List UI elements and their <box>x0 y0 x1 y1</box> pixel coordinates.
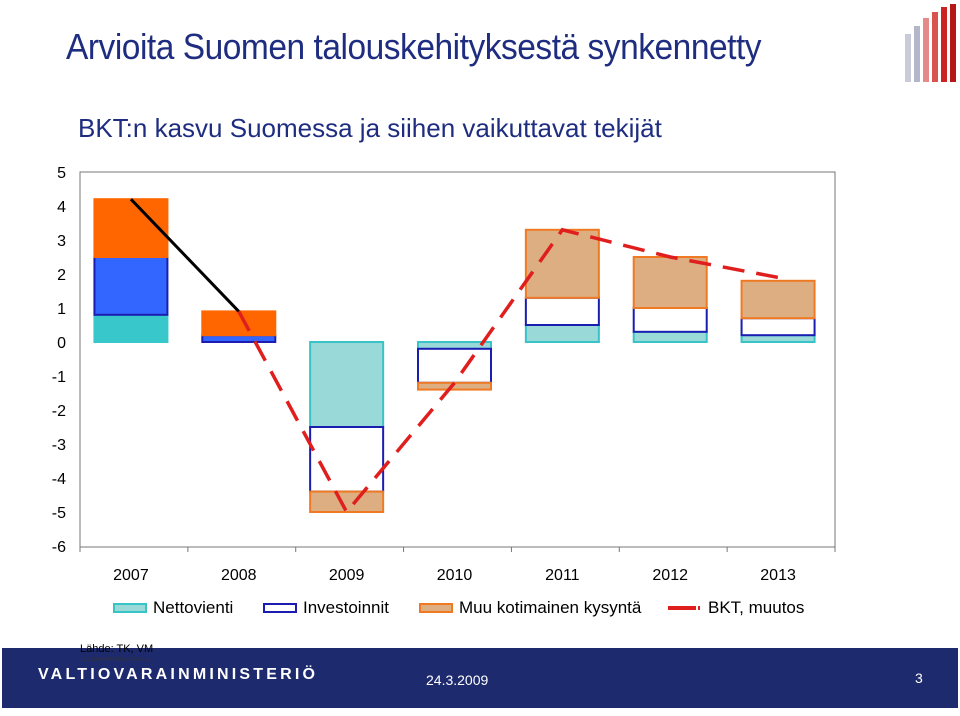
bkt-line-segment-2007-2008 <box>129 198 240 313</box>
organization-logo: VALTIOVARAINMINISTERIÖ <box>38 666 319 683</box>
y-tick-label: 0 <box>57 335 66 352</box>
y-tick-label: 2 <box>57 267 66 284</box>
y-tick-label: -2 <box>52 403 66 420</box>
legend-label-bkt: BKT, muutos <box>708 598 805 617</box>
bar-nettovienti-2012 <box>632 330 708 344</box>
bar-muu-kotimainen-kysynt--2012 <box>632 256 708 309</box>
plot-frame <box>79 171 836 548</box>
bar-chart: 5 4 3 2 1 0 -1 -2 -3 -4 -5 -6 2007 2008 2009 2010 2011 20… <box>52 165 836 584</box>
bar-investoinnit-2011 <box>524 296 600 327</box>
bar-investoinnit-2009 <box>309 426 385 493</box>
legend-swatch-nettovienti <box>113 603 147 613</box>
bar-muu-kotimainen-kysynt--2007 <box>93 198 169 258</box>
footer-bar: VALTIOVARAINMINISTERIÖ 24.3.2009 3 <box>2 648 958 708</box>
file-reference: 19.3.2009/VM/KOUL/ 22674.xls <box>80 657 151 663</box>
bar-nettovienti-2013 <box>740 334 816 343</box>
x-tick-label: 2013 <box>760 567 796 584</box>
legend-item-muu: Muu kotimainen kysyntä <box>419 598 641 618</box>
x-tick-label: 2010 <box>437 567 473 584</box>
bar-muu-kotimainen-kysynt--2013 <box>740 279 816 320</box>
slide-title: Arvioita Suomen talouskehityksestä synke… <box>66 26 762 67</box>
y-tick-label: -1 <box>52 369 66 386</box>
x-tick-label: 2012 <box>652 567 688 584</box>
bar-nettovienti-2007 <box>93 313 169 344</box>
bar-investoinnit-2007 <box>93 256 169 316</box>
legend-item-nettovienti: Nettovienti <box>113 598 233 618</box>
page-number: 3 <box>915 670 923 686</box>
bar-investoinnit-2008 <box>201 334 277 343</box>
legend-swatch-bkt <box>668 606 702 610</box>
legend-label-nettovienti: Nettovienti <box>153 598 234 617</box>
bar-investoinnit-2012 <box>632 307 708 333</box>
legend-label-muu: Muu kotimainen kysyntä <box>459 598 642 617</box>
x-tick-label: 2009 <box>329 567 365 584</box>
chart-legend: Nettovienti Investoinnit Muu kotimainen … <box>0 598 960 620</box>
y-tick-label: 3 <box>57 233 66 250</box>
y-tick-label: 4 <box>57 199 66 216</box>
y-tick-label: 5 <box>57 165 66 182</box>
bar-muu-kotimainen-kysynt--2011 <box>524 228 600 299</box>
bar-nettovienti-2011 <box>524 324 600 343</box>
footer-date: 24.3.2009 <box>426 672 489 688</box>
bar-nettovienti-2010 <box>417 341 492 350</box>
x-tick-label: 2007 <box>113 567 149 584</box>
source-note: Lähde: TK, VM <box>80 643 154 655</box>
bkt-line-dashed <box>237 227 779 516</box>
x-tick-label: 2011 <box>545 567 580 584</box>
legend-item-investoinnit: Investoinnit <box>263 598 389 618</box>
y-tick-label: -5 <box>52 505 66 522</box>
y-tick-label: -3 <box>52 437 66 454</box>
x-tick-label: 2008 <box>221 567 257 584</box>
legend-swatch-muu <box>419 603 453 613</box>
bar-nettovienti-2009 <box>309 341 385 428</box>
corner-bars-decoration <box>905 4 956 82</box>
bar-muu-kotimainen-kysynt--2010 <box>417 381 492 391</box>
legend-item-bkt: BKT, muutos <box>668 598 804 618</box>
y-tick-label: -4 <box>52 471 66 488</box>
chart-title: BKT:n kasvu Suomessa ja siihen vaikuttav… <box>78 113 662 143</box>
y-tick-label: -6 <box>52 539 66 556</box>
y-tick-label: 1 <box>57 301 66 318</box>
legend-swatch-investoinnit <box>263 603 297 613</box>
bar-investoinnit-2010 <box>417 347 492 384</box>
bar-investoinnit-2013 <box>740 317 816 337</box>
bar-muu-kotimainen-kysynt--2009 <box>309 490 385 514</box>
legend-label-investoinnit: Investoinnit <box>303 598 389 617</box>
